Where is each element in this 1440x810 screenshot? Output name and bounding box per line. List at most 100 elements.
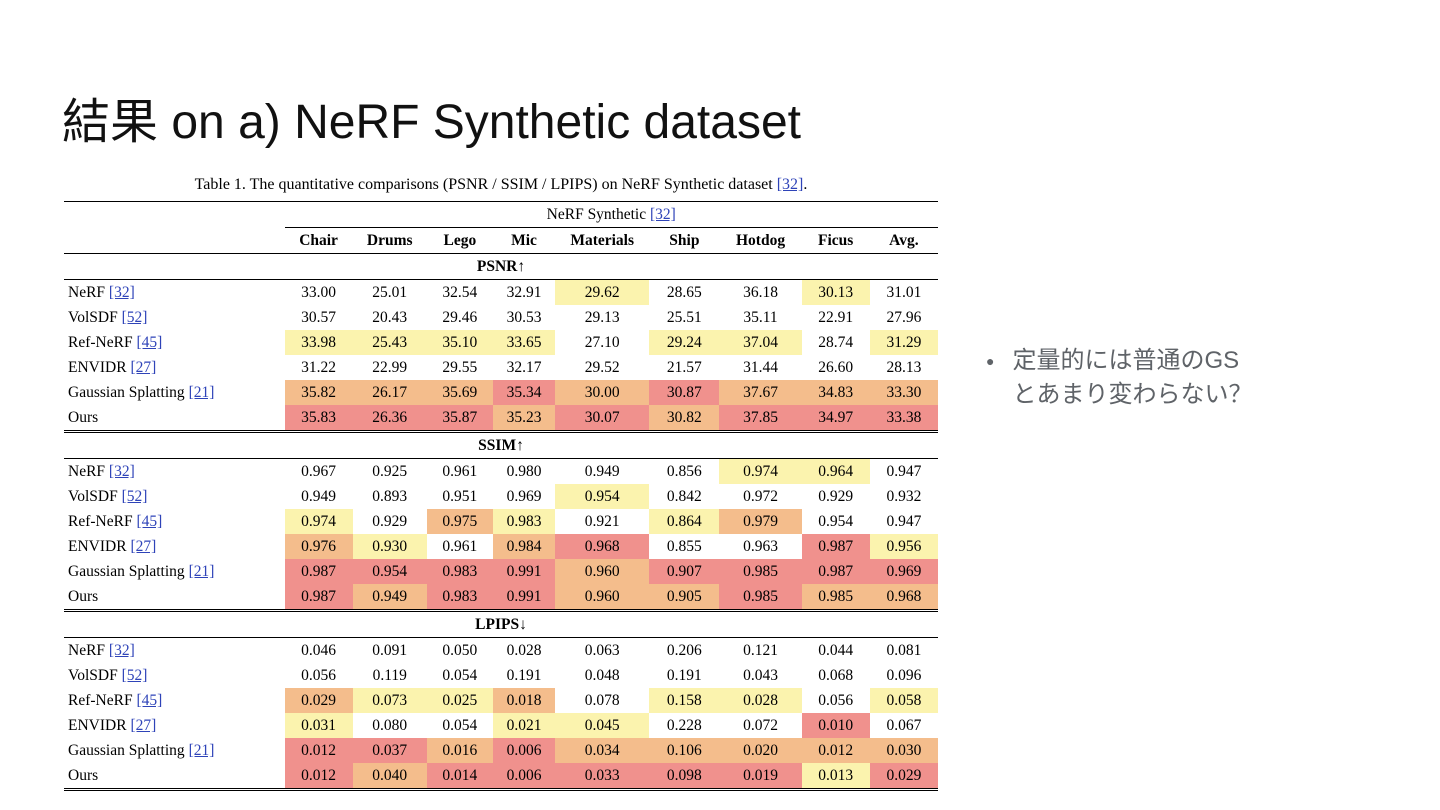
bullet-text: 定量的には普通のGS とあまり変わらない？ <box>1012 344 1252 412</box>
metric-value-cell: 0.947 <box>886 513 922 530</box>
metric-value-cell: 0.012 <box>801 738 870 763</box>
caption-text: Table 1. The quantitative comparisons (P… <box>194 176 777 193</box>
column-header: Ficus <box>801 227 870 254</box>
metric-value-cell: 0.068 <box>818 667 854 684</box>
metric-value-cell: 0.054 <box>442 717 478 734</box>
empty-corner-cell <box>64 201 285 228</box>
method-name: NeRF [32] <box>68 642 135 659</box>
metric-value-cell: 22.99 <box>372 359 408 376</box>
metric-value-cell: 0.106 <box>649 738 720 763</box>
metric-value-cell: 31.01 <box>886 284 922 301</box>
metric-value-cell: 29.62 <box>555 279 650 305</box>
metric-value-cell: 0.029 <box>869 763 938 791</box>
method-name: NeRF [32] <box>68 463 135 480</box>
metric-value-cell: 35.11 <box>743 309 778 326</box>
method-name: VolSDF [52] <box>68 309 148 326</box>
metric-value-cell: 25.01 <box>372 284 408 301</box>
method-name: Ref-NeRF [45] <box>68 692 163 709</box>
metric-value-cell: 0.987 <box>801 559 870 584</box>
metric-value-cell: 28.65 <box>666 284 702 301</box>
dataset-group-header: NeRF Synthetic [32] <box>284 201 938 228</box>
metric-value-cell: 0.010 <box>801 713 870 738</box>
table-row: NeRF [32] 0.967 0.925 0.961 0.980 0.949 0.856 0… <box>64 458 938 484</box>
column-header: Drums <box>352 227 427 254</box>
metric-value-cell: 0.006 <box>492 763 556 791</box>
citation-link: [45] <box>136 334 163 351</box>
metric-value-cell: 0.012 <box>284 738 353 763</box>
metric-value-cell: 0.960 <box>555 584 650 611</box>
metric-value-cell: 28.74 <box>818 334 854 351</box>
metric-value-cell: 0.098 <box>649 763 720 791</box>
table-row: VolSDF [52] 0.056 0.119 0.054 0.191 0.048 0.19… <box>64 663 938 688</box>
metric-value-cell: 0.073 <box>352 688 427 713</box>
metric-value-cell: 0.121 <box>743 642 778 659</box>
metric-value-cell: 29.46 <box>442 309 478 326</box>
metric-value-cell: 33.38 <box>869 405 938 432</box>
metric-value-cell: 0.029 <box>284 688 353 713</box>
metric-value-cell: 0.081 <box>886 642 922 659</box>
citation-link: [52] <box>121 309 148 326</box>
metric-value-cell: 30.87 <box>649 380 720 405</box>
citation-link: [27] <box>130 538 157 555</box>
column-header: Ship <box>649 227 720 254</box>
metric-value-cell: 33.98 <box>284 330 353 355</box>
metric-value-cell: 0.960 <box>555 559 650 584</box>
metric-value-cell: 30.82 <box>649 405 720 432</box>
table-row: Gaussian Splatting [21] 35.82 26.17 35.69 35… <box>64 380 938 405</box>
metric-value-cell: 0.006 <box>492 738 556 763</box>
metric-value-cell: 0.956 <box>869 534 938 559</box>
metric-value-cell: 0.033 <box>555 763 650 791</box>
metric-value-cell: 30.00 <box>555 380 650 405</box>
method-name: VolSDF [52] <box>68 488 148 505</box>
metric-value-cell: 0.951 <box>442 488 478 505</box>
metric-value-cell: 0.925 <box>372 463 408 480</box>
group-header-row: NeRF Synthetic [32] <box>64 201 938 228</box>
metric-value-cell: 0.058 <box>869 688 938 713</box>
metric-value-cell: 0.045 <box>555 713 650 738</box>
metric-value-cell: 28.13 <box>886 359 922 376</box>
citation-link: [21] <box>188 742 215 759</box>
metric-value-cell: 29.52 <box>584 359 620 376</box>
metric-value-cell: 0.072 <box>743 717 778 734</box>
metric-value-cell: 0.048 <box>584 667 620 684</box>
metric-value-cell: 33.00 <box>301 284 336 301</box>
citation-link: [32] <box>650 206 676 223</box>
method-name: ENVIDR [27] <box>68 538 157 555</box>
empty-corner-cell <box>64 227 285 254</box>
metric-value-cell: 0.030 <box>869 738 938 763</box>
table-row: Ours 0.987 0.949 0.983 0.991 0.960 0.905 0.985 0… <box>64 584 938 611</box>
metric-value-cell: 0.985 <box>719 559 802 584</box>
metric-value-cell: 0.949 <box>301 488 336 505</box>
metric-value-cell: 0.949 <box>584 463 620 480</box>
citation-link: [52] <box>121 667 148 684</box>
table-row: Ours 0.012 0.040 0.014 0.006 0.033 0.098 0.019 0… <box>64 763 938 791</box>
metric-value-cell: 0.063 <box>584 642 620 659</box>
metric-value-cell: 0.078 <box>584 692 620 709</box>
metric-value-cell: 0.031 <box>284 713 353 738</box>
metric-value-cell: 0.975 <box>426 509 493 534</box>
metric-value-cell: 37.85 <box>719 405 802 432</box>
metric-value-cell: 0.191 <box>666 667 702 684</box>
metric-value-cell: 34.83 <box>801 380 870 405</box>
metric-value-cell: 0.991 <box>492 584 556 611</box>
bullet-marker-icon: ● <box>986 353 995 369</box>
metric-value-cell: 0.080 <box>372 717 408 734</box>
metric-value-cell: 35.69 <box>426 380 493 405</box>
metric-value-cell: 0.158 <box>649 688 720 713</box>
metric-value-cell: 0.961 <box>442 538 478 555</box>
table-row: Ref-NeRF [45] 0.974 0.929 0.975 0.983 0.921 0.… <box>64 509 938 534</box>
metric-value-cell: 0.983 <box>426 559 493 584</box>
metric-value-cell: 0.983 <box>426 584 493 611</box>
metric-value-cell: 20.43 <box>372 309 408 326</box>
results-table: NeRF Synthetic [32] Chair Drums Lego Mic Mate… <box>64 201 938 791</box>
metric-value-cell: 35.82 <box>284 380 353 405</box>
metric-value-cell: 0.969 <box>506 488 542 505</box>
metric-value-cell: 0.905 <box>649 584 720 611</box>
metric-value-cell: 0.954 <box>555 484 650 509</box>
table-row: ENVIDR [27] 31.22 22.99 29.55 32.17 29.52 21.5… <box>64 355 938 380</box>
citation-link: [32] <box>108 642 135 659</box>
table-row: Ref-NeRF [45] 33.98 25.43 35.10 33.65 27.10 29… <box>64 330 938 355</box>
metric-value-cell: 0.056 <box>301 667 336 684</box>
metric-value-cell: 0.967 <box>301 463 336 480</box>
